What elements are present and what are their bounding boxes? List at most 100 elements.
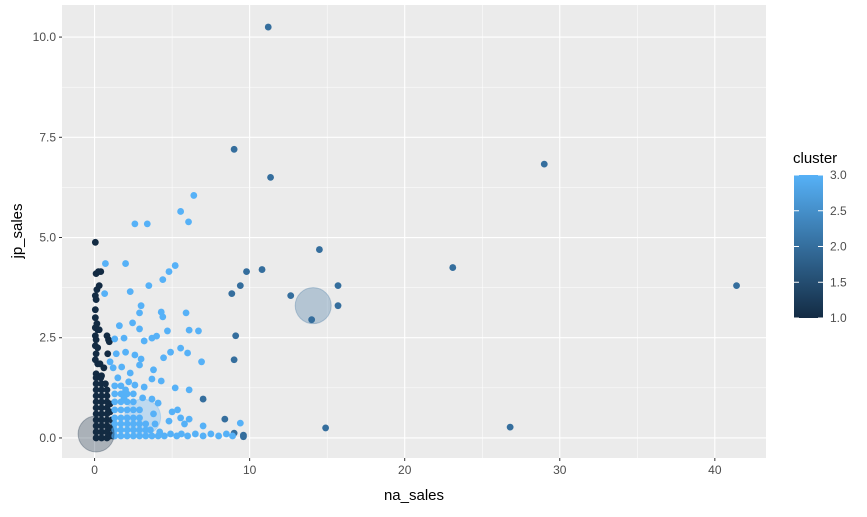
point-cluster-2 bbox=[221, 415, 229, 423]
point-cluster-1 bbox=[105, 338, 113, 346]
point-cluster-1 bbox=[92, 386, 100, 394]
point-cluster-1 bbox=[95, 326, 103, 334]
point-cluster-3 bbox=[137, 302, 145, 310]
point-cluster-3 bbox=[195, 327, 202, 335]
point-cluster-3 bbox=[129, 426, 137, 434]
point-cluster-3 bbox=[123, 414, 131, 422]
point-cluster-1 bbox=[94, 344, 102, 352]
point-cluster-3 bbox=[139, 394, 147, 402]
point-cluster-3 bbox=[165, 268, 173, 275]
point-cluster-3 bbox=[140, 337, 148, 345]
point-cluster-2 bbox=[240, 433, 247, 441]
point-cluster-3 bbox=[159, 313, 167, 321]
point-cluster-3 bbox=[148, 395, 156, 403]
point-cluster-3 bbox=[177, 344, 185, 352]
point-cluster-1 bbox=[93, 286, 101, 294]
point-cluster-2 bbox=[232, 332, 240, 340]
point-cluster-3 bbox=[117, 414, 125, 422]
point-cluster-3 bbox=[122, 260, 129, 267]
point-cluster-1 bbox=[92, 404, 100, 412]
legend-tick-label: 2.0 bbox=[830, 240, 847, 254]
point-cluster-3 bbox=[184, 432, 192, 440]
y-axis-title: jp_sales bbox=[9, 203, 26, 259]
point-cluster-1 bbox=[98, 386, 105, 394]
point-cluster-1 bbox=[92, 336, 100, 344]
point-cluster-2 bbox=[258, 266, 266, 273]
point-cluster-1 bbox=[98, 398, 105, 406]
point-cluster-3 bbox=[129, 398, 137, 406]
point-cluster-3 bbox=[142, 420, 150, 428]
y-tick-label: 0.0 bbox=[39, 431, 56, 445]
point-cluster-3 bbox=[120, 334, 128, 342]
point-cluster-3 bbox=[111, 432, 119, 440]
point-cluster-3 bbox=[102, 260, 109, 267]
point-cluster-3 bbox=[117, 382, 125, 390]
point-cluster-3 bbox=[160, 432, 168, 440]
point-cluster-3 bbox=[184, 349, 192, 357]
point-cluster-3 bbox=[199, 422, 207, 430]
point-cluster-3 bbox=[199, 432, 207, 440]
point-cluster-1 bbox=[92, 374, 100, 382]
point-cluster-1 bbox=[98, 428, 105, 436]
point-cluster-3 bbox=[117, 398, 125, 406]
point-cluster-3 bbox=[136, 426, 143, 434]
point-cluster-3 bbox=[101, 290, 109, 298]
y-tick-label: 7.5 bbox=[39, 130, 56, 144]
x-tick-label: 10 bbox=[243, 463, 257, 477]
point-cluster-3 bbox=[198, 358, 205, 366]
point-cluster-3 bbox=[145, 282, 153, 290]
point-cluster-3 bbox=[117, 432, 125, 440]
point-cluster-3 bbox=[136, 420, 143, 428]
point-cluster-3 bbox=[178, 430, 185, 438]
point-cluster-3 bbox=[131, 351, 139, 359]
point-cluster-3 bbox=[150, 410, 157, 418]
point-cluster-3 bbox=[111, 335, 119, 343]
point-cluster-1 bbox=[98, 416, 105, 424]
point-cluster-3 bbox=[109, 364, 117, 372]
y-tick-label: 5.0 bbox=[39, 231, 56, 245]
plot-panel bbox=[62, 5, 766, 458]
centroid-cluster-2 bbox=[294, 287, 332, 325]
point-cluster-3 bbox=[185, 415, 193, 423]
point-cluster-3 bbox=[114, 374, 122, 382]
x-tick-label: 20 bbox=[398, 463, 412, 477]
point-cluster-1 bbox=[100, 364, 108, 372]
point-cluster-1 bbox=[98, 410, 105, 418]
point-cluster-3 bbox=[111, 414, 119, 422]
x-tick-label: 0 bbox=[91, 463, 98, 477]
point-cluster-3 bbox=[182, 309, 190, 317]
point-cluster-3 bbox=[111, 398, 119, 406]
point-cluster-3 bbox=[136, 406, 143, 414]
point-cluster-3 bbox=[129, 319, 136, 327]
point-cluster-1 bbox=[98, 392, 105, 400]
point-cluster-1 bbox=[98, 404, 105, 412]
point-cluster-2 bbox=[228, 290, 236, 298]
point-cluster-3 bbox=[136, 325, 143, 333]
legend-tick-label: 1.5 bbox=[830, 275, 847, 289]
point-cluster-3 bbox=[131, 220, 139, 228]
point-cluster-3 bbox=[122, 348, 129, 356]
point-cluster-3 bbox=[117, 426, 125, 434]
gridlines bbox=[62, 5, 766, 458]
point-cluster-3 bbox=[136, 361, 143, 369]
point-cluster-3 bbox=[177, 208, 185, 215]
point-cluster-2 bbox=[267, 173, 274, 181]
point-cluster-2 bbox=[316, 246, 323, 253]
point-cluster-3 bbox=[111, 420, 119, 428]
centroids bbox=[77, 287, 332, 453]
point-cluster-2 bbox=[264, 23, 272, 31]
point-cluster-2 bbox=[308, 316, 316, 324]
point-cluster-3 bbox=[111, 382, 119, 390]
point-cluster-3 bbox=[123, 420, 131, 428]
point-cluster-1 bbox=[92, 434, 100, 442]
legend: cluster 1.0 1.5 2.0 2.5 3.0 bbox=[793, 150, 847, 325]
point-cluster-1 bbox=[92, 392, 100, 400]
x-tick-label: 30 bbox=[553, 463, 567, 477]
point-cluster-3 bbox=[125, 378, 133, 386]
point-cluster-1 bbox=[92, 428, 100, 436]
point-cluster-3 bbox=[165, 417, 173, 425]
point-cluster-2 bbox=[230, 356, 238, 364]
point-cluster-2 bbox=[243, 268, 250, 275]
point-cluster-3 bbox=[191, 430, 199, 438]
